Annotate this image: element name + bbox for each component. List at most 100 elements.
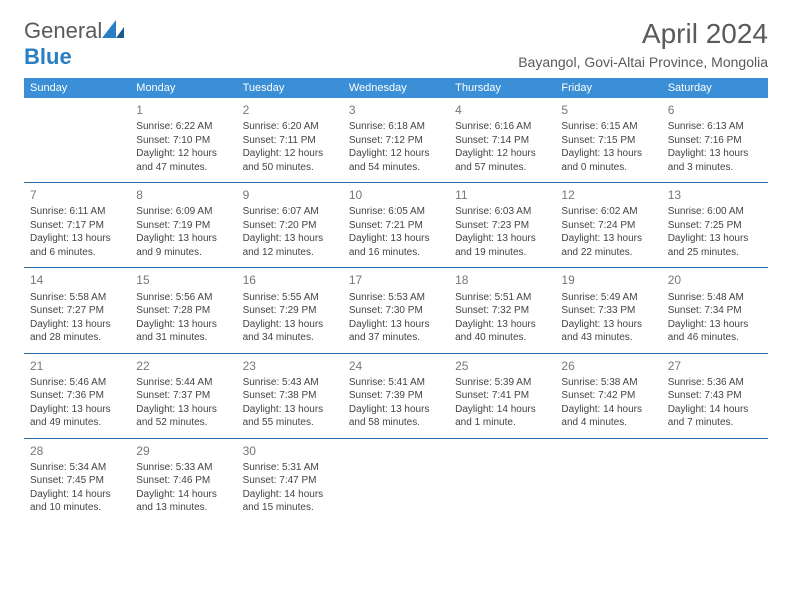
sunset-text: Sunset: 7:32 PM xyxy=(455,304,549,318)
day-cell: 18Sunrise: 5:51 AMSunset: 7:32 PMDayligh… xyxy=(449,268,555,353)
week-row: 7 Sunrise: 6:11 AMSunset: 7:17 PM Daylight… xyxy=(24,183,768,268)
day-cell: 5Sunrise: 6:15 AMSunset: 7:15 PMDaylight… xyxy=(555,98,661,183)
daylight-text: Daylight: 13 hours and 52 minutes. xyxy=(136,403,230,430)
day-number: 27 xyxy=(668,358,762,374)
sunset-text: Sunset: 7:11 PM xyxy=(243,134,337,148)
week-row: 28Sunrise: 5:34 AMSunset: 7:45 PMDayligh… xyxy=(24,439,768,523)
sunrise-text: Sunrise: 5:56 AM xyxy=(136,291,230,305)
daylight-text: Daylight: 13 hours and 9 minutes. xyxy=(136,232,230,259)
day-header-sunday: Sunday xyxy=(24,78,130,98)
day-number: 4 xyxy=(455,102,549,118)
week-row: 21 Sunrise: 5:46 AMSunset: 7:36 PM Dayligh… xyxy=(24,354,768,439)
sunset-text: Sunset: 7:41 PM xyxy=(455,389,549,403)
day-header-thursday: Thursday xyxy=(449,78,555,98)
day-number: 29 xyxy=(136,443,230,459)
sunrise-text: Sunrise: 6:02 AM xyxy=(561,205,655,219)
daylight-text: Daylight: 13 hours and 46 minutes. xyxy=(668,318,762,345)
daylight-text: Daylight: 13 hours and 22 minutes. xyxy=(561,232,655,259)
day-cell xyxy=(449,439,555,523)
sunrise-text: Sunrise: 5:41 AM xyxy=(349,376,443,390)
day-cell: 2Sunrise: 6:20 AMSunset: 7:11 PMDaylight… xyxy=(237,98,343,183)
day-number: 25 xyxy=(455,358,549,374)
sunrise-text: Sunrise: 6:13 AM xyxy=(668,120,762,134)
sunset-text: Sunset: 7:17 PM xyxy=(30,219,124,233)
sunset-text: Sunset: 7:20 PM xyxy=(243,219,337,233)
day-cell: 28Sunrise: 5:34 AMSunset: 7:45 PMDayligh… xyxy=(24,439,130,523)
sunset-text: Sunset: 7:27 PM xyxy=(30,304,124,318)
header: General Blue April 2024 Bayangol, Govi-A… xyxy=(24,18,768,70)
day-cell xyxy=(24,98,130,183)
day-cell: 21Sunrise: 5:46 AMSunset: 7:36 PMDayligh… xyxy=(24,354,130,439)
sunset-text: Sunset: 7:19 PM xyxy=(136,219,230,233)
daylight-text: Daylight: 12 hours and 57 minutes. xyxy=(455,147,549,174)
sunrise-text: Sunrise: 5:51 AM xyxy=(455,291,549,305)
day-number: 30 xyxy=(243,443,337,459)
daylight-text: Daylight: 12 hours and 50 minutes. xyxy=(243,147,337,174)
sunrise-text: Sunrise: 5:33 AM xyxy=(136,461,230,475)
sunrise-text: Sunrise: 6:07 AM xyxy=(243,205,337,219)
sunrise-text: Sunrise: 5:36 AM xyxy=(668,376,762,390)
month-title: April 2024 xyxy=(518,18,768,50)
day-number: 9 xyxy=(243,187,337,203)
brand-logo: General Blue xyxy=(24,18,124,70)
day-cell xyxy=(662,439,768,523)
day-number: 26 xyxy=(561,358,655,374)
daylight-text: Daylight: 14 hours and 7 minutes. xyxy=(668,403,762,430)
day-number: 13 xyxy=(668,187,762,203)
day-number: 16 xyxy=(243,272,337,288)
week-row: 14Sunrise: 5:58 AMSunset: 7:27 PMDayligh… xyxy=(24,268,768,353)
sunrise-text: Sunrise: 6:22 AM xyxy=(136,120,230,134)
day-number: 8 xyxy=(136,187,230,203)
daylight-text: Daylight: 13 hours and 37 minutes. xyxy=(349,318,443,345)
daylight-text: Daylight: 13 hours and 25 minutes. xyxy=(668,232,762,259)
sunrise-text: Sunrise: 6:11 AM xyxy=(30,205,124,219)
day-number: 7 xyxy=(30,187,124,203)
day-cell: 11Sunrise: 6:03 AMSunset: 7:23 PMDayligh… xyxy=(449,183,555,268)
day-cell xyxy=(343,439,449,523)
sunset-text: Sunset: 7:28 PM xyxy=(136,304,230,318)
daylight-text: Daylight: 13 hours and 3 minutes. xyxy=(668,147,762,174)
day-cell: 27 Sunrise: 5:36 AMSunset: 7:43 PMDayligh… xyxy=(662,354,768,439)
brand-text-general: General xyxy=(24,18,102,43)
day-cell: 1Sunrise: 6:22 AMSunset: 7:10 PMDaylight… xyxy=(130,98,236,183)
day-cell: 23Sunrise: 5:43 AMSunset: 7:38 PMDayligh… xyxy=(237,354,343,439)
sunset-text: Sunset: 7:36 PM xyxy=(30,389,124,403)
daylight-text: Daylight: 14 hours and 10 minutes. xyxy=(30,488,124,515)
sunrise-text: Sunrise: 5:39 AM xyxy=(455,376,549,390)
day-header-tuesday: Tuesday xyxy=(237,78,343,98)
sunset-text: Sunset: 7:43 PM xyxy=(668,389,762,403)
day-number: 14 xyxy=(30,272,124,288)
sunrise-text: Sunrise: 5:44 AM xyxy=(136,376,230,390)
sunrise-text: Sunrise: 6:16 AM xyxy=(455,120,549,134)
day-number: 3 xyxy=(349,102,443,118)
sunset-text: Sunset: 7:47 PM xyxy=(243,474,337,488)
day-number: 6 xyxy=(668,102,762,118)
daylight-text: Daylight: 12 hours and 47 minutes. xyxy=(136,147,230,174)
daylight-text: Daylight: 13 hours and 58 minutes. xyxy=(349,403,443,430)
sunset-text: Sunset: 7:21 PM xyxy=(349,219,443,233)
day-number: 15 xyxy=(136,272,230,288)
sunrise-text: Sunrise: 5:34 AM xyxy=(30,461,124,475)
sunrise-text: Sunrise: 6:18 AM xyxy=(349,120,443,134)
sunset-text: Sunset: 7:25 PM xyxy=(668,219,762,233)
day-cell: 22Sunrise: 5:44 AMSunset: 7:37 PMDayligh… xyxy=(130,354,236,439)
day-number: 21 xyxy=(30,358,124,374)
sunset-text: Sunset: 7:46 PM xyxy=(136,474,230,488)
sunset-text: Sunset: 7:37 PM xyxy=(136,389,230,403)
daylight-text: Daylight: 13 hours and 28 minutes. xyxy=(30,318,124,345)
sunrise-text: Sunrise: 5:46 AM xyxy=(30,376,124,390)
day-cell: 6Sunrise: 6:13 AMSunset: 7:16 PMDaylight… xyxy=(662,98,768,183)
day-cell: 13Sunrise: 6:00 AMSunset: 7:25 PMDayligh… xyxy=(662,183,768,268)
sunrise-text: Sunrise: 5:49 AM xyxy=(561,291,655,305)
week-row: 1Sunrise: 6:22 AMSunset: 7:10 PMDaylight… xyxy=(24,98,768,183)
daylight-text: Daylight: 14 hours and 4 minutes. xyxy=(561,403,655,430)
daylight-text: Daylight: 13 hours and 16 minutes. xyxy=(349,232,443,259)
sunset-text: Sunset: 7:10 PM xyxy=(136,134,230,148)
day-number: 18 xyxy=(455,272,549,288)
sunset-text: Sunset: 7:30 PM xyxy=(349,304,443,318)
day-header-saturday: Saturday xyxy=(662,78,768,98)
sunset-text: Sunset: 7:24 PM xyxy=(561,219,655,233)
sunset-text: Sunset: 7:12 PM xyxy=(349,134,443,148)
day-cell: 8Sunrise: 6:09 AMSunset: 7:19 PMDaylight… xyxy=(130,183,236,268)
sunset-text: Sunset: 7:34 PM xyxy=(668,304,762,318)
